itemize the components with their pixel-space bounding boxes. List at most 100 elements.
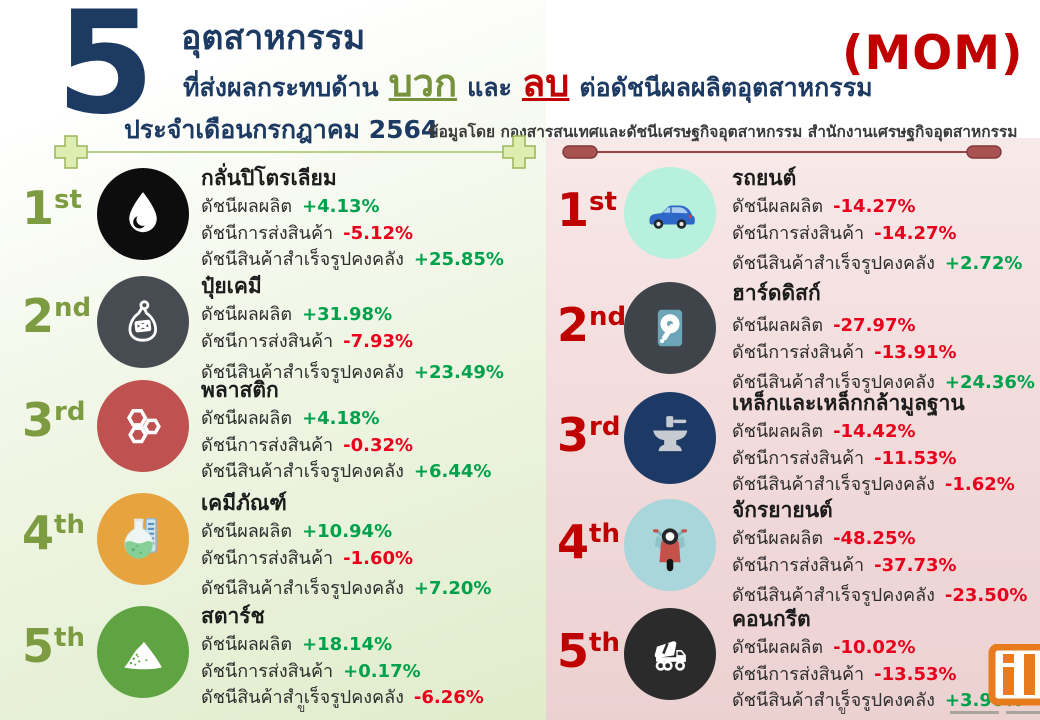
starch-pile-icon — [97, 606, 189, 698]
inventory-line: ดัชนีสินค้าสำเร็จรูปคงคลัง -1.62% — [732, 472, 1040, 499]
rank-ordinal: th — [589, 519, 620, 549]
rank-label: 5th — [22, 623, 85, 669]
negative-item-1: 1st รถยนต์ ดัชนีผลผลิต -14.27% ดัชนีการส่… — [545, 165, 1040, 274]
inventory-line: ดัชนีสินค้าสำเร็จรูปคงคลัง -23.50% — [732, 583, 1040, 610]
hard-disk-icon — [624, 282, 716, 374]
rank-label: 4th — [557, 519, 620, 565]
index-label: ดัชนีสินค้าสำเร็จรูปคงคลัง — [201, 687, 404, 708]
item-text: เหล็กและเหล็กกล้ามูลฐาน ดัชนีผลผลิต -14.4… — [732, 390, 1040, 499]
index-value: -6.26% — [413, 687, 484, 708]
subtitle: ที่ส่งผลกระทบด้าน บวก และ ลบ ต่อดัชนีผลผ… — [183, 52, 873, 113]
big-number: 5 — [56, 0, 155, 146]
rank-label: 1st — [22, 185, 82, 231]
index-value: -13.91% — [874, 341, 957, 363]
scooter-icon — [624, 499, 716, 591]
rank-ordinal: st — [589, 187, 617, 217]
index-label: ดัชนีการส่งสินค้า — [201, 330, 334, 352]
anvil-icon — [624, 392, 716, 484]
shipment-line: ดัชนีการส่งสินค้า -1.60% — [201, 546, 546, 573]
production-line: ดัชนีผลผลิต -27.97% — [732, 313, 1040, 340]
stray-char-left: ข — [297, 701, 306, 715]
index-value: -14.42% — [833, 421, 916, 442]
index-label: ดัชนีสินค้าสำเร็จรูปคงคลัง — [732, 585, 935, 606]
industry-name: ฮาร์ดดิสก์ — [732, 281, 821, 305]
rank-ordinal: th — [54, 510, 85, 540]
index-label: ดัชนีสินค้าสำเร็จรูปคงคลัง — [201, 362, 404, 383]
shipment-line: ดัชนีการส่งสินค้า -5.12% — [201, 221, 546, 248]
production-line: ดัชนีผลผลิต -48.25% — [732, 526, 1040, 553]
index-value: +2.72% — [944, 253, 1023, 274]
index-label: ดัชนีสินค้าสำเร็จรูปคงคลัง — [201, 249, 404, 270]
index-label: ดัชนีผลผลิต — [201, 408, 293, 429]
rank-ordinal: nd — [589, 302, 627, 332]
rank-ordinal: nd — [54, 293, 92, 323]
inventory-line: ดัชนีสินค้าสำเร็จรูปคงคลัง +7.20% — [201, 576, 546, 603]
index-label: ดัชนีผลผลิต — [201, 634, 293, 655]
rank-ordinal: rd — [589, 412, 621, 442]
concrete-mixer-icon — [624, 608, 716, 700]
data-source: ข้อมูลโดย กองสารสนเทศและดัชนีเศรษฐกิจอุต… — [428, 123, 1018, 141]
index-value: +7.20% — [413, 578, 492, 599]
rank-ordinal: th — [589, 628, 620, 658]
positive-item-2: 2nd ปุ๋ยเคมี ดัชนีผลผลิต +31.98% ดัชนีการ… — [0, 273, 546, 383]
rank-label: 4th — [22, 510, 85, 556]
shipment-line: ดัชนีการส่งสินค้า -11.53% — [732, 446, 1040, 473]
inventory-line: ดัชนีสินค้าสำเร็จรูปคงคลัง +23.49% — [201, 360, 546, 387]
index-label: ดัชนีผลผลิต — [201, 521, 293, 542]
rank-number: 2 — [22, 289, 55, 343]
index-value: +25.85% — [413, 249, 504, 270]
index-value: -48.25% — [833, 528, 916, 549]
industry-name: พลาสติก — [201, 378, 279, 402]
index-value: -1.62% — [944, 474, 1015, 495]
chemical-flask-icon — [97, 493, 189, 585]
index-value: -23.50% — [944, 585, 1028, 606]
subtitle-suffix: ต่อดัชนีผลผลิตอุตสาหกรรม — [579, 73, 873, 102]
index-label: ดัชนีสินค้าสำเร็จรูปคงคลัง — [732, 372, 935, 393]
car-icon — [624, 167, 716, 259]
rank-number: 5 — [557, 624, 590, 678]
index-value: +6.44% — [413, 461, 492, 482]
item-text: จักรยายนต์ ดัชนีผลผลิต -48.25% ดัชนีการส่… — [732, 497, 1040, 610]
index-label: ดัชนีการส่งสินค้า — [732, 663, 865, 685]
industry-name: เหล็กและเหล็กกล้ามูลฐาน — [732, 391, 965, 415]
index-value: -1.60% — [343, 547, 414, 569]
index-label: ดัชนีการส่งสินค้า — [201, 222, 334, 244]
index-label: ดัชนีผลผลิต — [201, 304, 293, 325]
positive-item-1: 1st กลั่นปิโตรเลียม ดัชนีผลผลิต +4.13% ดั… — [0, 165, 546, 273]
index-label: ดัชนีการส่งสินค้า — [201, 434, 334, 456]
rank-ordinal: th — [54, 623, 85, 653]
shipment-line: ดัชนีการส่งสินค้า -13.91% — [732, 340, 1040, 367]
rank-ordinal: rd — [54, 397, 86, 427]
negative-item-3: 3rd เหล็กและเหล็กกล้ามูลฐาน ดัชนีผลผลิต -… — [545, 390, 1040, 498]
production-line: ดัชนีผลผลิต +4.13% — [201, 194, 546, 221]
production-line: ดัชนีผลผลิต -14.42% — [732, 419, 1040, 446]
rank-number: 1 — [22, 181, 55, 235]
negative-item-2: 2nd ฮาร์ดดิสก์ ดัชนีผลผลิต -27.97% ดัชนีก… — [545, 280, 1040, 393]
item-text: ปุ๋ยเคมี ดัชนีผลผลิต +31.98% ดัชนีการส่งส… — [201, 273, 546, 387]
inventory-line: ดัชนีสินค้าสำเร็จรูปคงคลัง -6.26% — [201, 685, 546, 712]
item-text: สตาร์ช ดัชนีผลผลิต +18.14% ดัชนีการส่งสิน… — [201, 603, 546, 712]
oie-logo — [988, 643, 1040, 706]
positive-divider — [54, 134, 536, 174]
shipment-line: ดัชนีการส่งสินค้า -37.73% — [732, 553, 1040, 580]
shipment-line: ดัชนีการส่งสินค้า +0.17% — [201, 659, 546, 686]
fertilizer-sack-icon — [97, 276, 189, 368]
positive-item-5: 5th สตาร์ช ดัชนีผลผลิต +18.14% ดัชนีการส่… — [0, 603, 546, 711]
item-text: ฮาร์ดดิสก์ ดัชนีผลผลิต -27.97% ดัชนีการส่… — [732, 280, 1040, 397]
item-text: พลาสติก ดัชนีผลผลิต +4.18% ดัชนีการส่งสิน… — [201, 377, 546, 486]
minus-divider-icon — [562, 145, 1002, 159]
rank-label: 3rd — [557, 412, 620, 458]
rank-number: 1 — [557, 183, 590, 237]
index-label: ดัชนีผลผลิต — [732, 528, 824, 549]
inventory-line: ดัชนีสินค้าสำเร็จรูปคงคลัง +2.72% — [732, 251, 1040, 278]
index-value: -27.97% — [833, 315, 916, 336]
index-value: +0.17% — [343, 660, 421, 682]
rank-number: 4 — [22, 506, 55, 560]
index-label: ดัชนีการส่งสินค้า — [732, 222, 865, 244]
index-label: ดัชนีการส่งสินค้า — [201, 547, 334, 569]
item-text: คอนกรีต ดัชนีผลผลิต -10.02% ดัชนีการส่งสิ… — [732, 606, 1040, 715]
index-value: -14.27% — [874, 222, 957, 244]
rank-number: 4 — [557, 515, 590, 569]
index-value: +24.36% — [944, 372, 1035, 393]
index-value: +23.49% — [413, 362, 504, 383]
